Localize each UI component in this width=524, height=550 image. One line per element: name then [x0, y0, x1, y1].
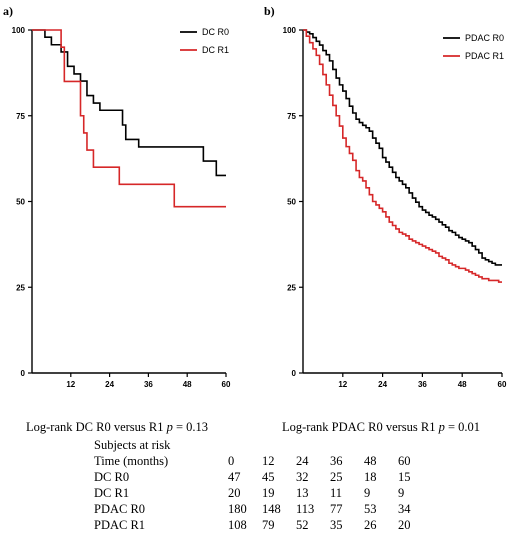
risk-cell: 20: [398, 518, 411, 532]
x-tick-label: 36: [144, 380, 153, 389]
risk-cell: 52: [296, 518, 309, 532]
y-tick-label: 50: [287, 198, 296, 207]
risk-table-title: Subjects at risk: [94, 438, 171, 452]
y-tick-label: 100: [283, 26, 297, 35]
risk-cell: 11: [330, 486, 343, 500]
x-tick-label: 48: [183, 380, 192, 389]
survival-line-pdac-r1: [303, 29, 502, 283]
x-tick-label: 60: [498, 380, 507, 389]
risk-cell: 9: [364, 486, 371, 500]
risk-row-label: PDAC R0: [94, 502, 146, 516]
panel-label-a: a): [3, 4, 13, 18]
risk-cell: 25: [330, 470, 343, 484]
risk-row-label: DC R0: [94, 470, 130, 484]
x-tick-label: 24: [105, 380, 114, 389]
caption-a-p: p: [166, 420, 173, 434]
risk-time-cell: 24: [296, 454, 309, 468]
risk-cell: 113: [296, 502, 315, 516]
legend-label: PDAC R0: [465, 33, 504, 43]
risk-time-cell: 12: [262, 454, 275, 468]
y-tick-label: 25: [287, 283, 296, 292]
survival-line-dc-r1: [32, 29, 226, 208]
x-tick-label: 60: [222, 380, 231, 389]
x-tick-label: 48: [458, 380, 467, 389]
survival-line-pdac-r0: [303, 29, 502, 266]
y-tick-label: 25: [16, 283, 25, 292]
legend-label: DC R1: [202, 45, 229, 55]
x-tick-label: 36: [418, 380, 427, 389]
x-tick-label: 24: [378, 380, 387, 389]
risk-cell: 148: [262, 502, 281, 516]
km-chart-b: 0 25 50 75 100 12 24 36 48 60 PDAC R0 PDAC R1: [283, 26, 507, 389]
caption-b-value: = 0.01: [444, 420, 481, 434]
risk-header-label: Time (months): [94, 454, 169, 468]
caption-b-prefix: Log-rank PDAC R0 versus R1: [282, 420, 439, 434]
risk-cell: 19: [262, 486, 275, 500]
y-tick-label: 75: [287, 112, 296, 121]
survival-line-dc-r0: [32, 29, 226, 177]
risk-row-label: PDAC R1: [94, 518, 146, 532]
logrank-caption-b: Log-rank PDAC R0 versus R1 p = 0.01: [282, 420, 480, 435]
risk-cell: 108: [228, 518, 247, 532]
x-tick-label: 12: [338, 380, 347, 389]
y-tick-label: 75: [16, 112, 25, 121]
risk-cell: 15: [398, 470, 411, 484]
risk-time-cell: 60: [398, 454, 411, 468]
risk-cell: 47: [228, 470, 241, 484]
risk-time-cell: 0: [228, 454, 235, 468]
caption-a-prefix: Log-rank DC R0 versus R1: [26, 420, 167, 434]
km-chart-a: 0 25 50 75 100 12 24 36 48 60 DC R0 DC R1: [12, 26, 231, 389]
legend-label: PDAC R1: [465, 51, 504, 61]
risk-cell: 13: [296, 486, 309, 500]
y-tick-label: 0: [21, 369, 26, 378]
risk-cell: 79: [262, 518, 275, 532]
x-tick-label: 12: [66, 380, 75, 389]
risk-time-cell: 48: [364, 454, 377, 468]
y-tick-label: 50: [16, 198, 25, 207]
risk-cell: 180: [228, 502, 247, 516]
risk-cell: 34: [398, 502, 411, 516]
panel-label-b: b): [264, 4, 275, 18]
risk-cell: 32: [296, 470, 309, 484]
risk-cell: 77: [330, 502, 343, 516]
risk-cell: 18: [364, 470, 377, 484]
y-tick-label: 0: [292, 369, 297, 378]
risk-cell: 26: [364, 518, 377, 532]
y-tick-label: 100: [12, 26, 26, 35]
caption-b-p: p: [438, 420, 445, 434]
risk-cell: 35: [330, 518, 343, 532]
risk-cell: 53: [364, 502, 377, 516]
risk-cell: 45: [262, 470, 275, 484]
logrank-caption-a: Log-rank DC R0 versus R1 p = 0.13: [26, 420, 208, 435]
risk-cell: 9: [398, 486, 405, 500]
legend-label: DC R0: [202, 27, 229, 37]
risk-cell: 20: [228, 486, 241, 500]
risk-row-label: DC R1: [94, 486, 130, 500]
caption-a-value: = 0.13: [172, 420, 209, 434]
risk-time-cell: 36: [330, 454, 343, 468]
